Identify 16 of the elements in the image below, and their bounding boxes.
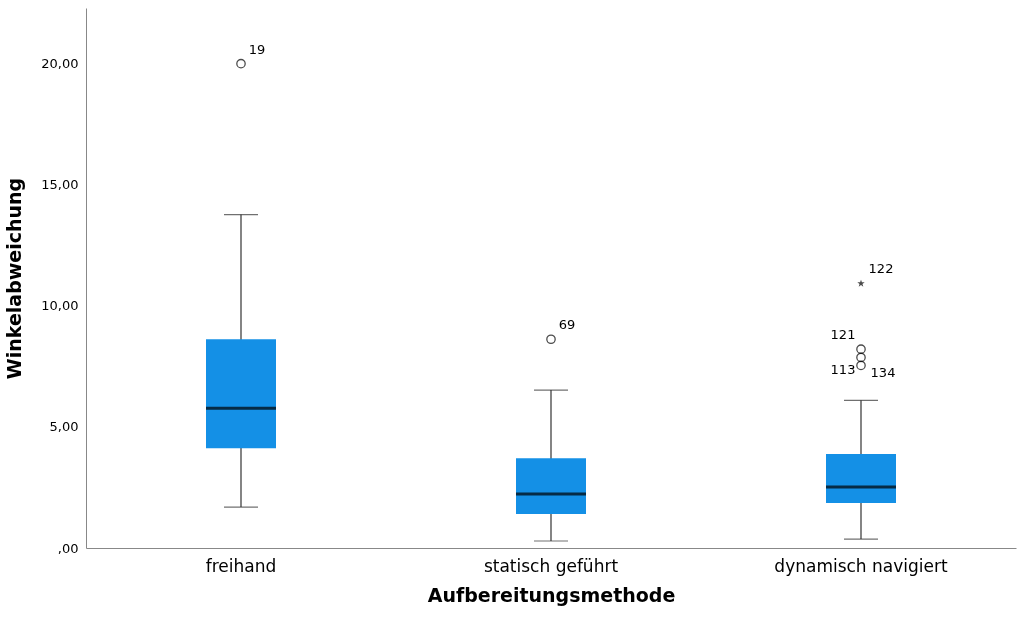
annotation: 121: [830, 327, 856, 343]
y-tick-label: 15,00: [41, 177, 79, 193]
annotation: 134: [870, 365, 896, 381]
annotation: 122: [868, 260, 894, 276]
annotation: 19: [248, 41, 266, 57]
annotation: 113: [830, 362, 856, 378]
y-axis-title: Winkelabweichung: [3, 177, 26, 380]
y-tick-label: ,00: [57, 540, 79, 556]
x-tick-label: statisch geführt: [483, 555, 619, 576]
y-tick-label: 20,00: [41, 56, 79, 72]
x-tick-label: dynamisch navigiert: [774, 555, 948, 576]
x-axis-title: Aufbereitungsmethode: [427, 583, 676, 606]
x-tick-label: freihand: [205, 555, 277, 576]
y-tick-label: 10,00: [41, 298, 79, 314]
y-tick-label: 5,00: [49, 419, 79, 435]
annotation: 69: [558, 317, 576, 333]
